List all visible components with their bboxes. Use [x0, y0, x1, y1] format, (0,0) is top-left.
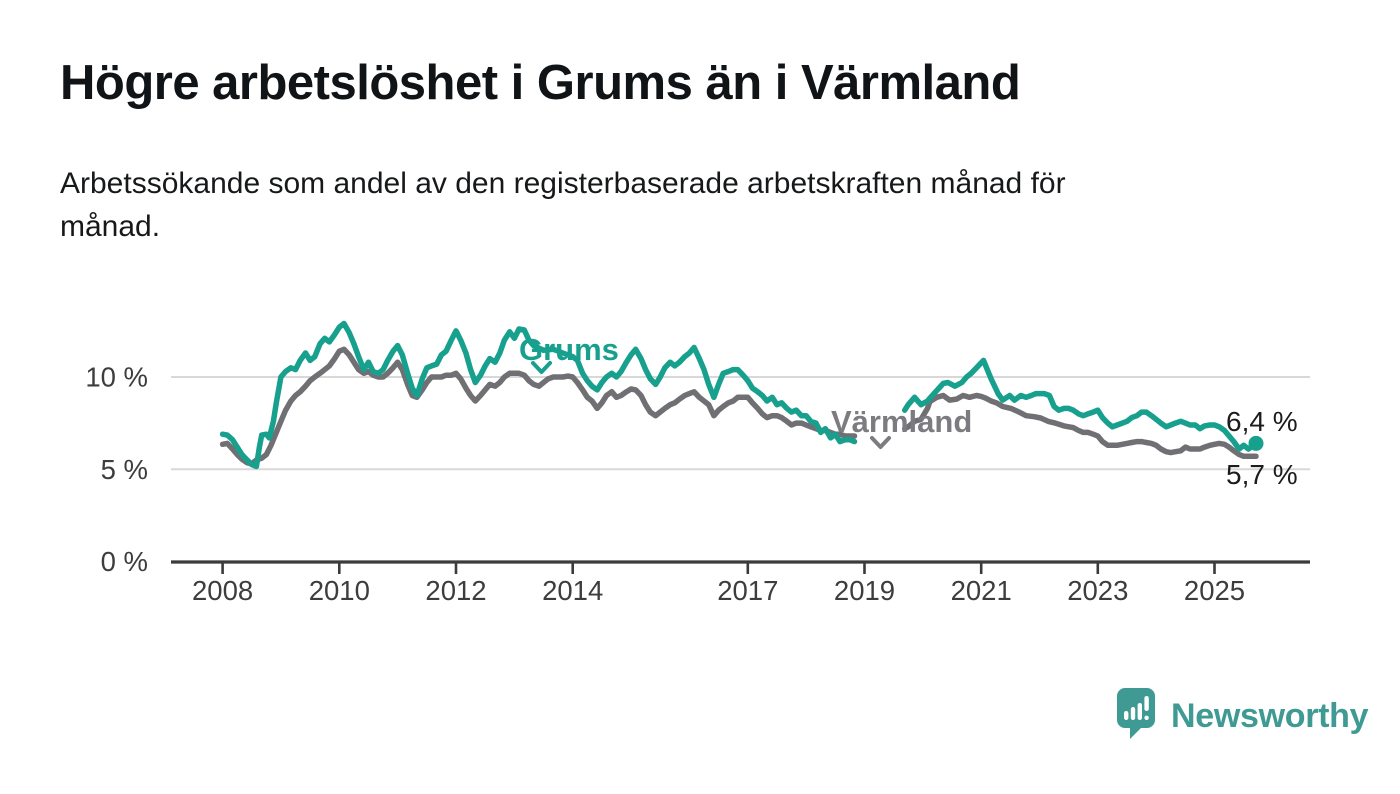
end-value-grums: 6,4 % — [1226, 406, 1298, 437]
chart-subtitle: Arbetssökande som andel av den registerb… — [60, 167, 1066, 244]
x-tick-label: 2025 — [1184, 575, 1245, 606]
y-tick-label: 0 % — [101, 546, 148, 577]
y-tick-label: 5 % — [101, 454, 148, 485]
x-tick-label: 2010 — [309, 575, 370, 606]
page-title: Högre arbetslöshet i Grums än i Värmland — [60, 56, 1021, 110]
brand-name: Newsworthy — [1171, 697, 1369, 735]
x-tick-label: 2023 — [1067, 575, 1128, 606]
line-värmland — [219, 346, 1259, 467]
x-tick-label: 2012 — [425, 575, 486, 606]
y-tick-label: 10 % — [85, 362, 148, 393]
end-value-varmland: 5,7 % — [1226, 459, 1298, 490]
x-tick-label: 2014 — [542, 575, 603, 606]
chevron-down-icon — [531, 361, 552, 374]
x-tick-label: 2021 — [951, 575, 1012, 606]
newsworthy-logo: Newsworthy — [1116, 687, 1369, 739]
chevron-down-icon — [870, 436, 891, 449]
series-label-varmland: Värmland — [831, 404, 973, 439]
x-tick-label: 2019 — [834, 575, 895, 606]
newsworthy-logo-icon — [1117, 688, 1155, 739]
line-grums — [219, 320, 1259, 470]
end-dot-grums — [1248, 435, 1264, 451]
x-tick-label: 2008 — [192, 575, 253, 606]
series-label-grums: Grums — [519, 332, 619, 367]
x-tick-label: 2017 — [717, 575, 778, 606]
